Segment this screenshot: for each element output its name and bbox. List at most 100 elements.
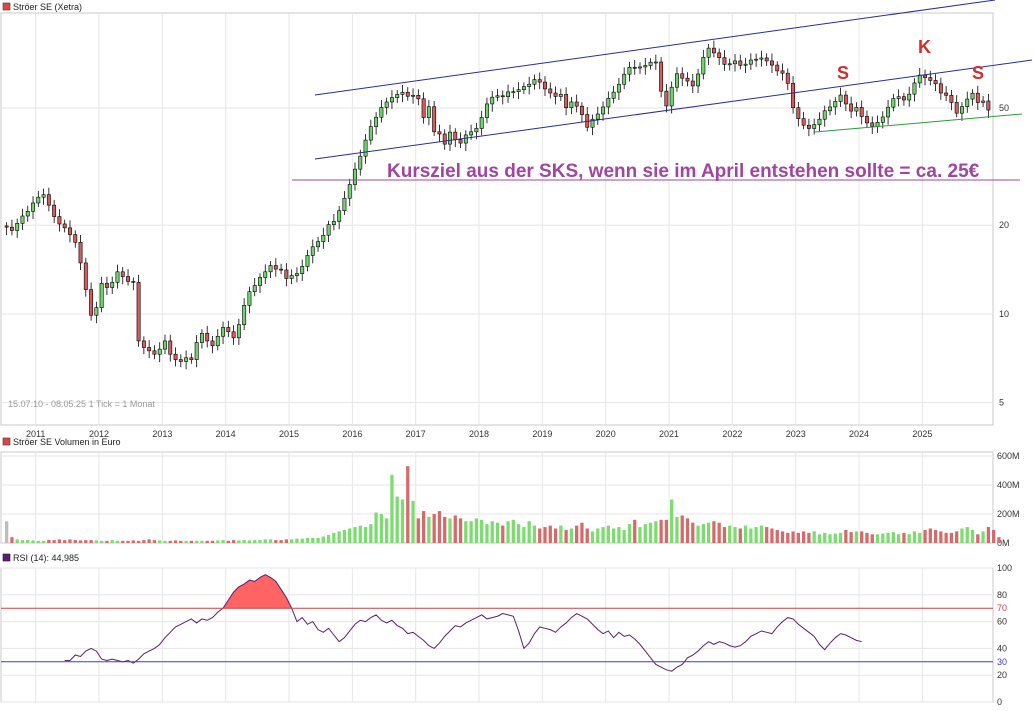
volume-bar [448,518,452,543]
volume-bar [237,540,241,543]
volume-bar [316,537,320,543]
trend-lines [292,0,1033,181]
candle-body [558,94,563,97]
y-tick-label: 50 [999,103,1009,113]
volume-bar [728,525,732,543]
volume-bar [828,534,832,543]
volume-bar [121,540,125,543]
candle-body [390,97,394,103]
candle-body [347,184,352,199]
volume-bar [26,540,30,543]
candle-body [711,47,716,54]
candle-body [675,73,679,88]
volume-bar [295,538,299,543]
candle-body [791,83,796,109]
volume-bar [385,518,389,543]
candle-body [748,59,753,65]
volume-bar [791,531,795,543]
neckline [814,113,1023,133]
volume-bar [453,515,457,543]
volume-bar [36,540,40,543]
y-tick-label: 70 [997,603,1007,613]
volume-bar [337,531,341,543]
x-tick-label: 2011 [26,429,45,439]
y-axis-ticks: 5 10 20 50 0M 200M 400M 600M 0 20 30 40 60 70 80 100 [997,103,1020,707]
candle-body [569,101,574,109]
candle-body [727,63,732,66]
candle-body [168,340,173,355]
volume-bar [659,519,663,543]
pattern-label-left-shoulder: S [837,63,849,83]
candle-body [849,103,854,112]
candle-body [474,128,479,133]
candle-body [574,101,579,107]
x-tick-label: 2014 [216,429,236,439]
volume-bar [63,540,67,543]
candle-body [41,194,46,198]
candle-body [110,282,115,288]
candle-body [970,92,975,100]
volume-bar [253,540,257,543]
volume-bar [231,540,236,543]
candle-body [83,262,88,290]
candle-body [696,73,701,87]
y-tick-label: 80 [997,590,1007,600]
volume-bar [290,539,294,543]
candle-body [923,74,927,78]
volume-bar [976,534,980,543]
candle-body [442,133,447,145]
candle-body [31,202,35,212]
volume-bar [84,540,88,543]
volume-bar [10,537,14,543]
volume-bar [369,524,373,543]
volume-bar [173,540,178,543]
candle-body [294,273,299,276]
candle-body [490,96,495,105]
candle-body [405,92,410,97]
volume-bar [274,540,278,543]
candle-body [770,60,774,66]
volume-legend: Ströer SE Volumen in Euro [13,437,121,447]
candle-body [733,60,737,65]
volume-bar [965,527,969,543]
volume-bar [332,532,336,543]
candle-body [564,94,569,109]
candle-body [891,98,896,108]
volume-bar [326,535,331,543]
volume-bar [664,519,669,543]
volume-bar [627,524,632,543]
candle-body [738,60,743,66]
volume-bar [875,534,880,543]
volume-bar [105,540,109,543]
volume-bar [611,528,616,543]
volume-bar [532,525,537,543]
candle-body [363,139,368,157]
volume-bar [247,540,252,543]
volume-bar [511,519,515,543]
candle-body [685,77,690,82]
volume-bar [527,521,531,543]
candle-body [353,168,357,185]
candle-body [601,106,605,115]
volume-bar [749,528,753,543]
x-tick-label: 2012 [89,429,109,439]
volume-bar [443,516,447,543]
candle-body [215,335,220,347]
volume-bar [353,527,357,543]
volume-bar [538,528,542,543]
volume-bar [411,500,415,543]
candle-body [36,196,41,204]
candle-body [226,327,231,333]
y-tick-label: 0 [997,697,1002,707]
candle-body [99,283,104,309]
x-tick-label: 2019 [532,429,552,439]
candle-body [4,225,9,228]
candle-body [754,58,759,61]
price-legend-swatch [2,2,11,11]
candle-body [659,61,664,92]
candle-body [221,327,225,337]
rsi-line [64,574,862,672]
candle-body [901,96,906,101]
volume-bar [553,528,558,543]
candle-body [785,72,790,84]
